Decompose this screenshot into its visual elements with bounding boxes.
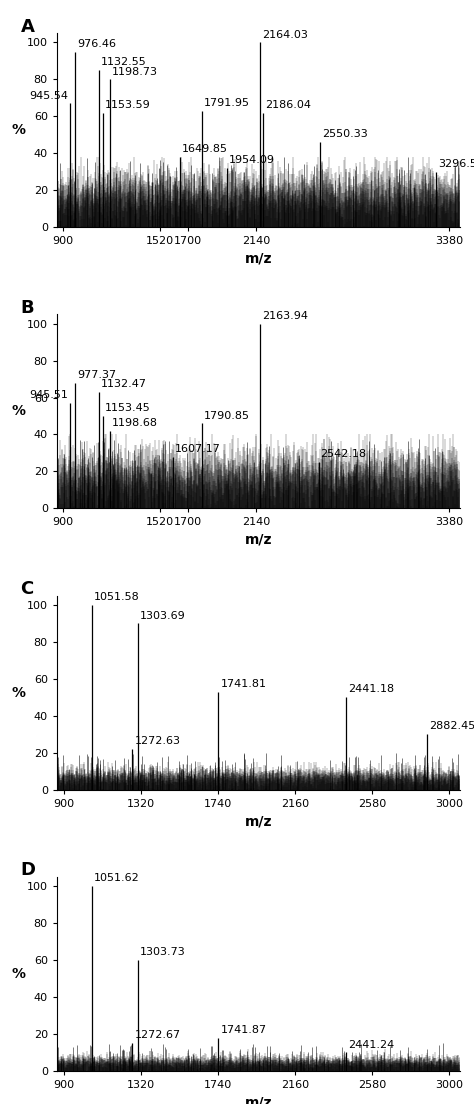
Text: 1607.17: 1607.17 [175, 444, 221, 454]
Text: 1741.87: 1741.87 [220, 1025, 266, 1034]
Text: 1741.81: 1741.81 [220, 679, 266, 689]
Text: 2441.24: 2441.24 [348, 1040, 395, 1050]
Text: 2550.33: 2550.33 [322, 129, 368, 139]
X-axis label: m/z: m/z [245, 533, 272, 546]
X-axis label: m/z: m/z [245, 1095, 272, 1104]
Text: 2163.94: 2163.94 [262, 311, 308, 321]
Text: 1051.58: 1051.58 [94, 592, 140, 602]
Y-axis label: %: % [11, 124, 26, 137]
Text: 1649.85: 1649.85 [182, 145, 228, 155]
Text: D: D [21, 861, 36, 880]
Text: 1954.09: 1954.09 [229, 156, 275, 166]
Text: 1153.59: 1153.59 [105, 99, 150, 109]
Text: 945.51: 945.51 [29, 391, 68, 401]
Text: 2186.04: 2186.04 [265, 99, 311, 109]
Text: 2164.03: 2164.03 [262, 30, 308, 40]
Y-axis label: %: % [11, 404, 26, 418]
Text: 2441.18: 2441.18 [348, 684, 394, 694]
Text: 1272.67: 1272.67 [135, 1030, 181, 1040]
Text: 1132.55: 1132.55 [101, 57, 147, 67]
X-axis label: m/z: m/z [245, 815, 272, 828]
Text: 977.37: 977.37 [77, 370, 116, 380]
Text: 1198.73: 1198.73 [111, 66, 157, 76]
Text: 976.46: 976.46 [77, 39, 116, 49]
Text: 1198.68: 1198.68 [111, 418, 157, 428]
Text: 945.54: 945.54 [29, 91, 68, 100]
Text: A: A [21, 18, 35, 35]
Text: 1272.63: 1272.63 [135, 736, 181, 746]
Text: C: C [21, 580, 34, 598]
Text: 3296.58: 3296.58 [438, 159, 474, 169]
Text: B: B [21, 299, 34, 317]
Text: 1051.62: 1051.62 [94, 873, 140, 883]
Text: 1790.85: 1790.85 [204, 411, 250, 421]
Text: 1303.69: 1303.69 [140, 611, 186, 620]
X-axis label: m/z: m/z [245, 252, 272, 266]
Y-axis label: %: % [11, 967, 26, 980]
Text: 1791.95: 1791.95 [204, 98, 250, 108]
Text: 2542.18: 2542.18 [320, 449, 367, 459]
Text: 2882.45: 2882.45 [429, 721, 474, 732]
Text: 1132.47: 1132.47 [101, 379, 147, 390]
Y-axis label: %: % [11, 686, 26, 700]
Text: 1303.73: 1303.73 [140, 947, 186, 957]
Text: 1153.45: 1153.45 [105, 403, 150, 413]
